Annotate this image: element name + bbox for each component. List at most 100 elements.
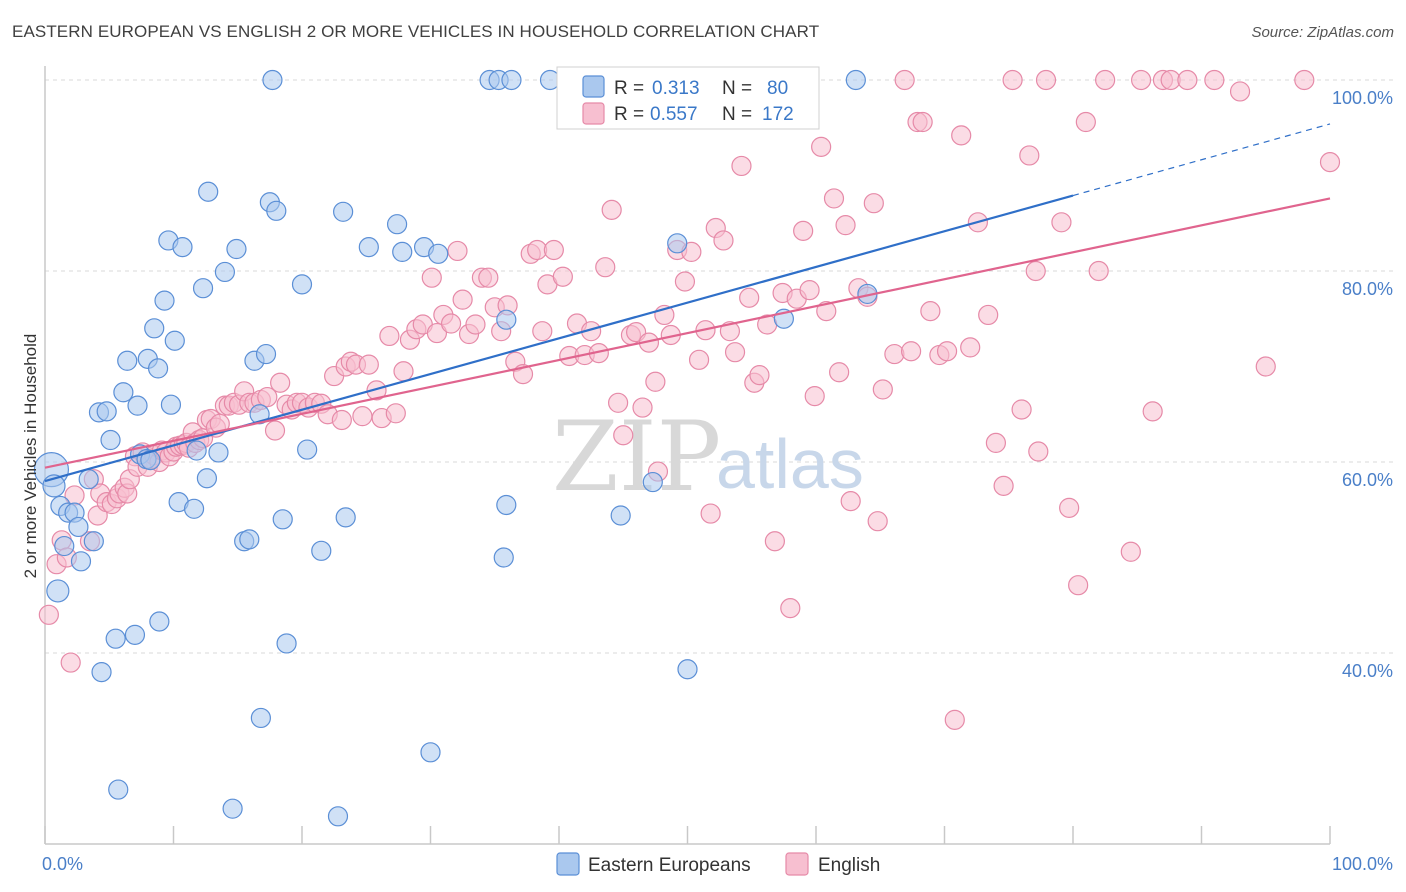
english-points [38, 69, 1341, 730]
data-point-eastern-european [677, 659, 698, 680]
data-point-eastern-european [297, 439, 318, 460]
data-point-english [985, 432, 1007, 453]
data-point-english [799, 280, 820, 301]
data-point-english [38, 604, 59, 625]
data-point-eastern-european [262, 69, 283, 91]
data-point-english [1019, 145, 1040, 166]
x-tick-labels: 0.0% 100.0% [42, 854, 1393, 874]
data-point-eastern-european [68, 516, 89, 538]
data-point-english [1255, 356, 1276, 377]
data-point-english [993, 475, 1014, 496]
data-point-english [912, 111, 933, 133]
data-point-english [944, 709, 965, 730]
data-point-english [1294, 69, 1315, 91]
data-point-english [978, 304, 999, 326]
data-point-english [352, 406, 373, 427]
data-point-eastern-european [154, 290, 175, 311]
data-point-eastern-european [208, 442, 229, 463]
data-point-english [447, 240, 468, 262]
data-point-eastern-european [255, 343, 277, 365]
data-point-eastern-european [266, 200, 287, 221]
data-point-english [713, 230, 734, 251]
data-point-eastern-european [610, 505, 631, 526]
chart-title: EASTERN EUROPEAN VS ENGLISH 2 OR MORE VE… [12, 22, 820, 41]
series-legend-label-english: English [818, 855, 880, 876]
data-point-eastern-european [642, 471, 663, 493]
data-point-english [358, 354, 379, 375]
data-point-english [894, 69, 915, 91]
data-point-english [379, 325, 400, 347]
data-point-english [613, 425, 634, 446]
data-point-english [863, 193, 884, 214]
data-point-eastern-european [496, 494, 517, 516]
data-point-english [331, 409, 352, 431]
data-point-english [840, 491, 861, 512]
data-point-english [1051, 212, 1072, 233]
data-point-english [724, 342, 746, 363]
data-point-english [264, 420, 286, 441]
data-point-english [688, 349, 710, 370]
data-point-english [1028, 441, 1049, 462]
data-point-eastern-european [501, 69, 522, 91]
data-point-eastern-european [420, 742, 441, 763]
data-point-english [1131, 69, 1152, 91]
trendlines [44, 123, 1331, 483]
y-tick-label: 60.0% [1342, 470, 1393, 490]
data-point-english [1011, 399, 1032, 420]
data-point-english [1088, 260, 1109, 282]
data-point-eastern-european [147, 358, 169, 379]
data-point-eastern-european [91, 661, 112, 683]
data-point-english [645, 371, 666, 392]
data-point-english [920, 301, 941, 322]
data-point-eastern-european [276, 633, 297, 654]
data-point-english [257, 386, 278, 408]
data-point-english [823, 188, 845, 209]
data-point-eastern-european [667, 233, 688, 254]
data-point-english [465, 314, 486, 335]
data-point-english [393, 361, 414, 382]
stats-legend: R = 0.313 N = 80 R = 0.557 N = 172 [556, 66, 820, 130]
legend-n-label: N = [722, 78, 752, 99]
data-point-english [1059, 497, 1080, 518]
watermark-atlas: atlas [716, 425, 864, 503]
data-point-english [543, 239, 564, 261]
data-point-english [1229, 81, 1251, 102]
data-point-eastern-european [386, 214, 408, 235]
series-legend-swatch-english [785, 852, 809, 876]
data-point-eastern-european [845, 69, 866, 91]
data-point-eastern-european [160, 394, 182, 415]
data-point-english [421, 267, 442, 288]
data-point-eastern-european [192, 278, 214, 299]
data-point-eastern-european [183, 498, 205, 519]
data-point-english [731, 155, 752, 177]
data-point-eastern-european [186, 440, 207, 461]
data-point-english [1142, 401, 1163, 422]
data-point-english [780, 598, 801, 619]
data-point-eastern-european [196, 468, 218, 489]
legend-n-value: 172 [762, 104, 794, 125]
data-point-eastern-european [164, 330, 185, 351]
data-point-eastern-european [149, 611, 170, 632]
data-point-english [1002, 69, 1023, 91]
data-point-english [960, 337, 981, 358]
data-point-eastern-european [428, 243, 449, 264]
data-point-english [1319, 152, 1341, 173]
data-point-english [749, 364, 770, 386]
data-point-english [872, 379, 893, 400]
data-point-eastern-european [78, 469, 99, 490]
data-point-english [452, 289, 473, 310]
data-point-eastern-european [493, 547, 514, 568]
data-point-eastern-european [214, 261, 235, 283]
data-point-eastern-european [108, 779, 129, 800]
legend-r-label: R = [614, 78, 644, 99]
data-point-english [595, 257, 616, 278]
data-point-eastern-european [172, 237, 193, 258]
data-point-english [764, 531, 785, 552]
data-point-eastern-european [105, 628, 126, 649]
y-axis-title: 2 or more Vehicles in Household [21, 334, 40, 579]
watermark: ZIP atlas [552, 401, 864, 513]
data-point-english [793, 220, 814, 241]
data-point-eastern-european [100, 429, 121, 451]
data-point-english [936, 341, 958, 362]
series-legend-label-eastern-europeans: Eastern Europeans [588, 855, 751, 876]
